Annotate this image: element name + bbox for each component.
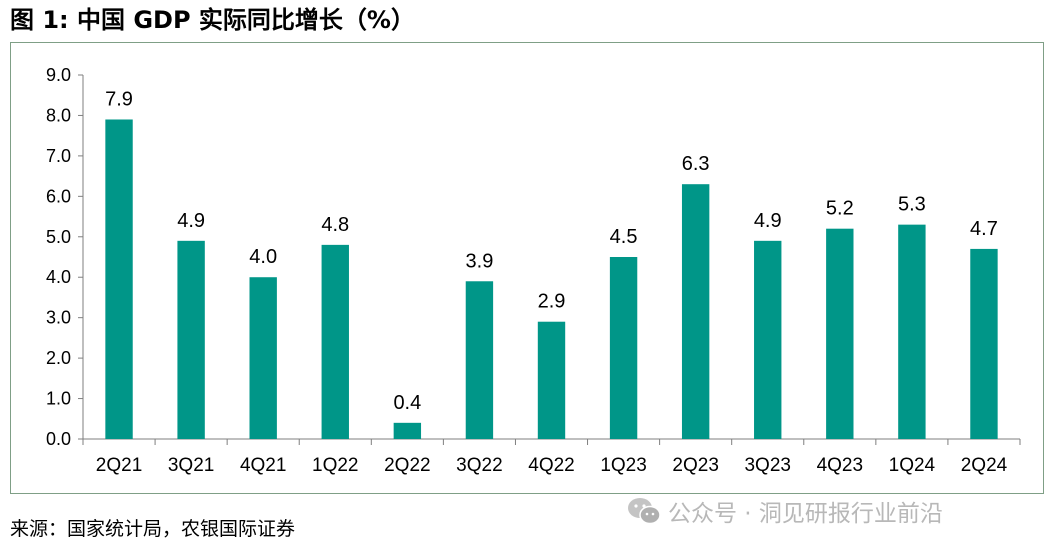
y-tick-label: 2.0	[46, 348, 71, 368]
bar-4Q23	[826, 228, 854, 439]
data-label: 2.9	[538, 291, 566, 313]
data-label: 7.9	[105, 88, 133, 110]
bar-4Q22	[537, 321, 566, 439]
x-tick-label: 3Q21	[168, 455, 214, 476]
y-tick-label: 5.0	[46, 227, 71, 247]
bar-2Q23	[681, 184, 710, 439]
y-tick-label: 8.0	[46, 105, 71, 125]
y-tick-label: 0.0	[46, 429, 71, 449]
y-tick-label: 4.0	[46, 267, 71, 287]
chart-title: 图 1: 中国 GDP 实际同比增长（%）	[10, 6, 415, 34]
data-label: 4.8	[321, 214, 349, 236]
x-tick-label: 2Q22	[384, 455, 430, 476]
data-label: 5.3	[898, 194, 926, 216]
x-tick-label: 1Q23	[600, 455, 646, 476]
data-label: 4.0	[249, 246, 277, 268]
data-label: 5.2	[826, 198, 854, 220]
wechat-icon	[628, 498, 661, 525]
data-label: 4.7	[970, 218, 998, 240]
x-tick-label: 4Q21	[240, 455, 286, 476]
x-tick-label: 4Q22	[528, 455, 574, 476]
bar-1Q22	[321, 244, 349, 439]
x-tick-label: 1Q22	[312, 455, 358, 476]
data-label: 4.5	[610, 226, 638, 248]
chart-frame	[10, 42, 1044, 494]
x-tick-label: 3Q22	[456, 455, 502, 476]
bar-4Q21	[249, 277, 277, 439]
x-tick-label: 2Q21	[96, 455, 142, 476]
y-tick-label: 3.0	[46, 308, 71, 328]
bar-1Q24	[898, 224, 926, 439]
y-tick-label: 6.0	[46, 186, 71, 206]
data-label: 0.4	[393, 392, 421, 414]
data-label: 3.9	[466, 250, 494, 272]
bar-3Q23	[754, 240, 782, 439]
data-label: 4.9	[754, 210, 782, 232]
bar-1Q23	[609, 257, 638, 439]
watermark-text: 公众号 · 洞见研报行业前沿	[668, 501, 943, 527]
x-tick-label: 4Q23	[817, 455, 863, 476]
y-tick-label: 7.0	[46, 146, 71, 166]
x-tick-label: 1Q24	[889, 455, 936, 476]
x-tick-label: 2Q23	[672, 455, 718, 476]
bar-3Q22	[465, 281, 494, 439]
bar-2Q24	[970, 248, 998, 439]
bar-2Q21	[105, 119, 133, 439]
watermark: 公众号 · 洞见研报行业前沿	[626, 494, 943, 528]
source-note: 来源：国家统计局，农银国际证券	[10, 518, 296, 540]
y-tick-label: 1.0	[46, 389, 71, 409]
y-tick-label: 9.0	[46, 65, 71, 85]
bar-2Q22	[393, 422, 422, 439]
data-label: 6.3	[682, 153, 710, 175]
x-tick-label: 2Q24	[961, 455, 1008, 476]
x-tick-label: 3Q23	[744, 455, 790, 476]
bar-3Q21	[177, 240, 205, 439]
data-label: 4.9	[177, 210, 205, 232]
